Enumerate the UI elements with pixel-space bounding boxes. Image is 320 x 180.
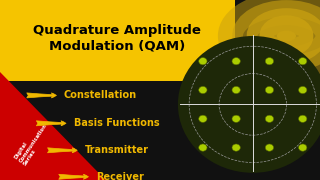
Ellipse shape [299,86,307,94]
Ellipse shape [199,86,207,94]
Ellipse shape [199,58,207,65]
Ellipse shape [178,36,320,173]
Ellipse shape [265,86,274,94]
Ellipse shape [299,115,307,122]
Text: Transmitter: Transmitter [85,145,149,155]
Circle shape [222,0,320,72]
Text: Digital
Communication
Series: Digital Communication Series [13,120,52,167]
Text: Constellation: Constellation [64,90,137,100]
Ellipse shape [265,115,274,122]
Text: Basis Functions: Basis Functions [74,118,159,128]
Ellipse shape [232,58,240,65]
Ellipse shape [232,86,240,94]
Ellipse shape [232,144,240,151]
Ellipse shape [232,115,240,122]
Ellipse shape [265,144,274,151]
Text: Receiver: Receiver [96,172,144,180]
Ellipse shape [199,115,207,122]
Circle shape [277,31,296,41]
Ellipse shape [199,144,207,151]
Ellipse shape [299,144,307,151]
Ellipse shape [265,58,274,65]
FancyBboxPatch shape [0,0,235,81]
Ellipse shape [299,58,307,65]
Polygon shape [0,72,106,180]
Text: Quadrature Amplitude
Modulation (QAM): Quadrature Amplitude Modulation (QAM) [33,24,201,53]
